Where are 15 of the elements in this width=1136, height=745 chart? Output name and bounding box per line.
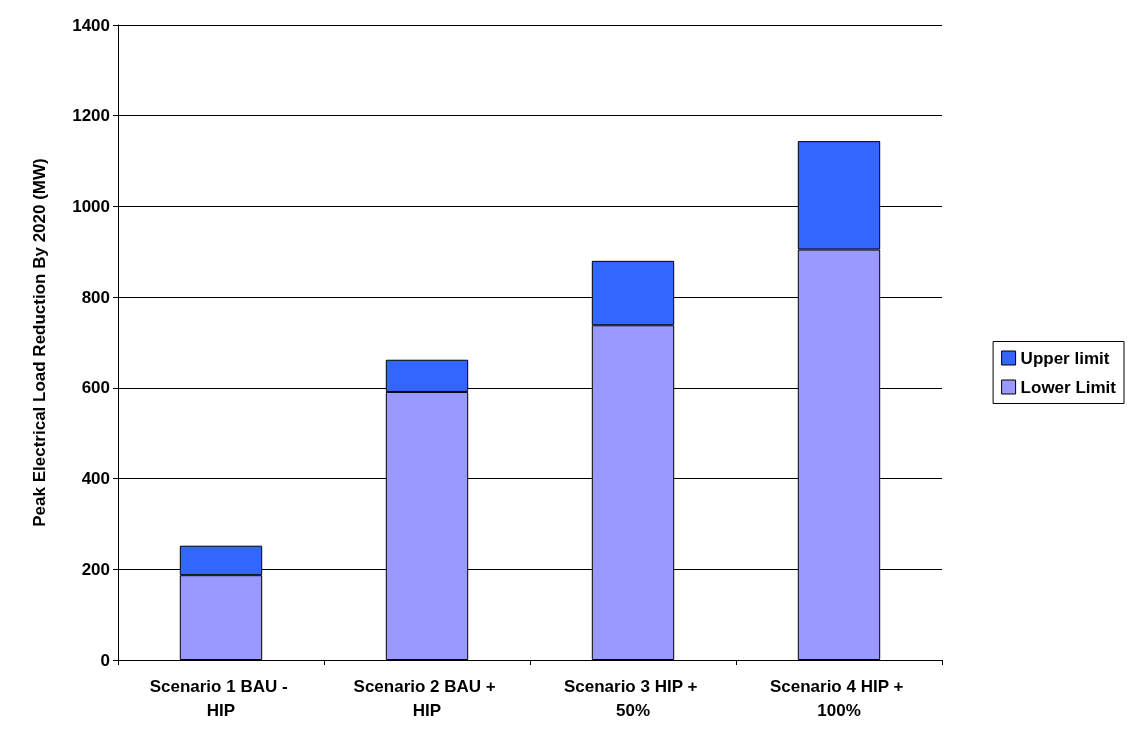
y-tick-label: 800 [81,287,110,307]
x-tick-label: Scenario 3 HIP + 50% [563,676,703,720]
y-tick-label: 1200 [72,106,110,126]
y-tick-label: 1000 [72,196,110,216]
y-tick-label: 400 [81,469,110,489]
y-tick-label: 1400 [72,15,110,35]
y-tick-label: 600 [81,378,110,398]
x-tick-label: Scenario 4 HIP + 100% [769,676,909,720]
x-tick-label: Scenario 1 BAU - HIP [149,676,293,720]
x-tick-label: Scenario 2 BAU + HIP [353,676,501,720]
y-tick-label: 200 [81,559,110,579]
legend-label: Lower Limit [1020,377,1117,397]
y-tick-label: 0 [100,650,110,670]
y-axis-title: Peak Electrical Load Reduction By 2020 (MW) [30,158,49,527]
legend-label: Upper limit [1020,348,1110,368]
